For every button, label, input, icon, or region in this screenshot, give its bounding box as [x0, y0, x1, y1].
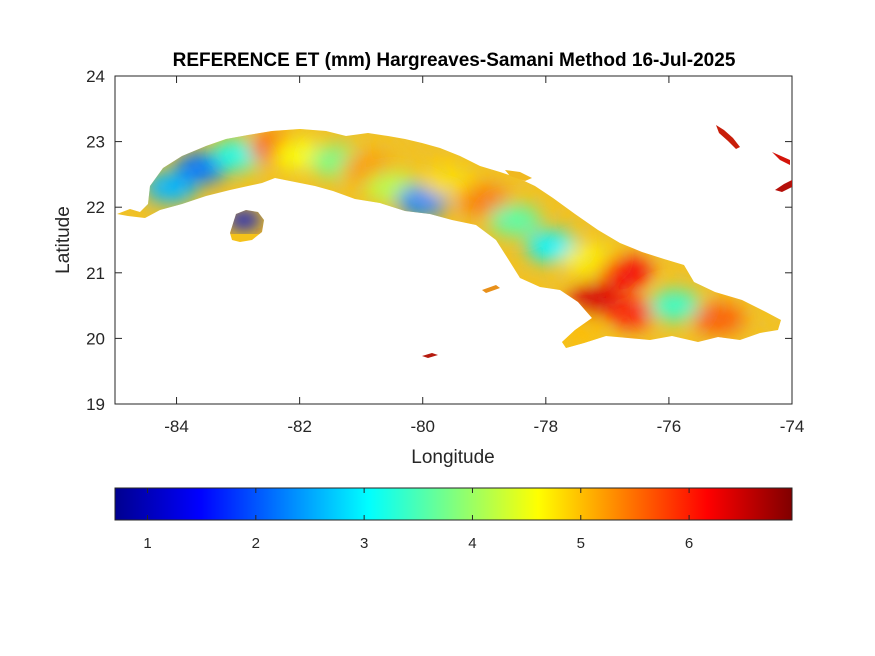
y-tick-label: 24: [86, 67, 105, 86]
colorbar-ticks: 1 2 3 4 5 6: [143, 488, 693, 552]
y-tick-label: 21: [86, 264, 105, 283]
y-axis-label: Latitude: [53, 206, 74, 274]
colorbar-tick-label: 4: [468, 535, 476, 552]
colorbar: 1 2 3 4 5 6: [114, 487, 793, 552]
y-tick-label: 20: [86, 329, 105, 348]
cay-east-2: [772, 152, 790, 165]
colorbar-tick-label: 6: [685, 535, 693, 552]
x-tick-label: -84: [164, 417, 189, 436]
y-tick-label: 22: [86, 198, 105, 217]
x-tick-label: -74: [780, 417, 805, 436]
y-tick-label: 19: [86, 395, 105, 414]
colorbar-tick-label: 2: [252, 535, 260, 552]
cay-east-3: [775, 180, 792, 192]
x-tick-label: -78: [534, 417, 559, 436]
x-axis: -84 -82 -80 -78 -76 -74: [164, 76, 804, 436]
cay-southwest: [482, 285, 500, 293]
x-tick-label: -80: [410, 417, 435, 436]
y-axis: 19 20 21 22 23 24: [86, 67, 792, 414]
x-tick-label: -76: [657, 417, 682, 436]
x-axis-label: Longitude: [411, 447, 494, 468]
cay-north: [505, 170, 532, 181]
y-tick-label: 23: [86, 133, 105, 152]
x-tick-label: -82: [287, 417, 312, 436]
colorbar-tick-label: 1: [143, 535, 151, 552]
colorbar-gradient: [114, 487, 793, 521]
cay-south: [422, 353, 438, 358]
cay-east-1: [716, 125, 740, 149]
chart-title: REFERENCE ET (mm) Hargreaves-Samani Meth…: [173, 50, 736, 71]
plot-area: [114, 75, 793, 405]
colorbar-tick-label: 3: [360, 535, 368, 552]
colorbar-tick-label: 5: [577, 535, 585, 552]
